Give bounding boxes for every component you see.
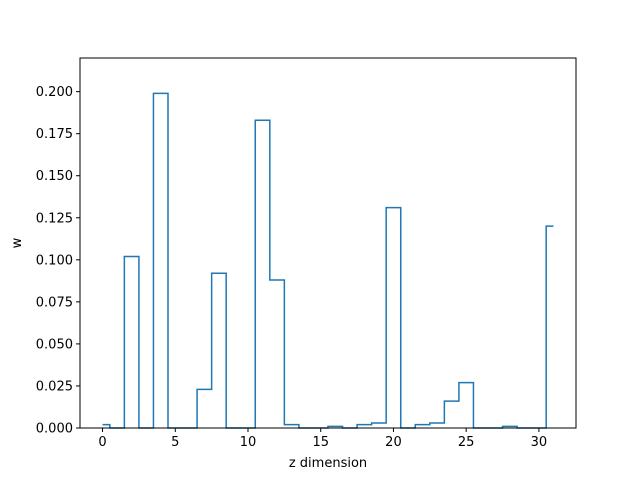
y-tick-label: 0.050	[36, 337, 73, 352]
x-tick-label: 20	[385, 435, 402, 450]
x-tick-label: 15	[312, 435, 329, 450]
y-tick-label: 0.000	[36, 422, 73, 437]
y-tick-label: 0.200	[36, 85, 73, 100]
x-tick-label: 10	[240, 435, 257, 450]
x-tick-label: 25	[458, 435, 475, 450]
y-tick-label: 0.125	[36, 211, 73, 226]
y-tick-label: 0.075	[36, 295, 73, 310]
series-step-line	[102, 92, 554, 429]
y-axis-label: w	[10, 237, 25, 248]
y-tick-label: 0.025	[36, 379, 73, 394]
y-axis-ticks: 0.000 0.025 0.050 0.075 0.100 0.125 0.150 0.175…	[36, 85, 80, 437]
y-tick-label: 0.100	[36, 253, 73, 268]
x-tick-label: 5	[171, 435, 179, 450]
y-tick-label: 0.175	[36, 127, 73, 142]
x-axis-ticks: 0 5 10 15 20 25 30	[98, 428, 547, 450]
x-tick-label: 0	[98, 435, 106, 450]
x-tick-label: 30	[531, 435, 548, 450]
x-axis-label: z dimension	[289, 456, 367, 471]
y-tick-label: 0.150	[36, 169, 73, 184]
plot-area-frame	[79, 57, 577, 429]
